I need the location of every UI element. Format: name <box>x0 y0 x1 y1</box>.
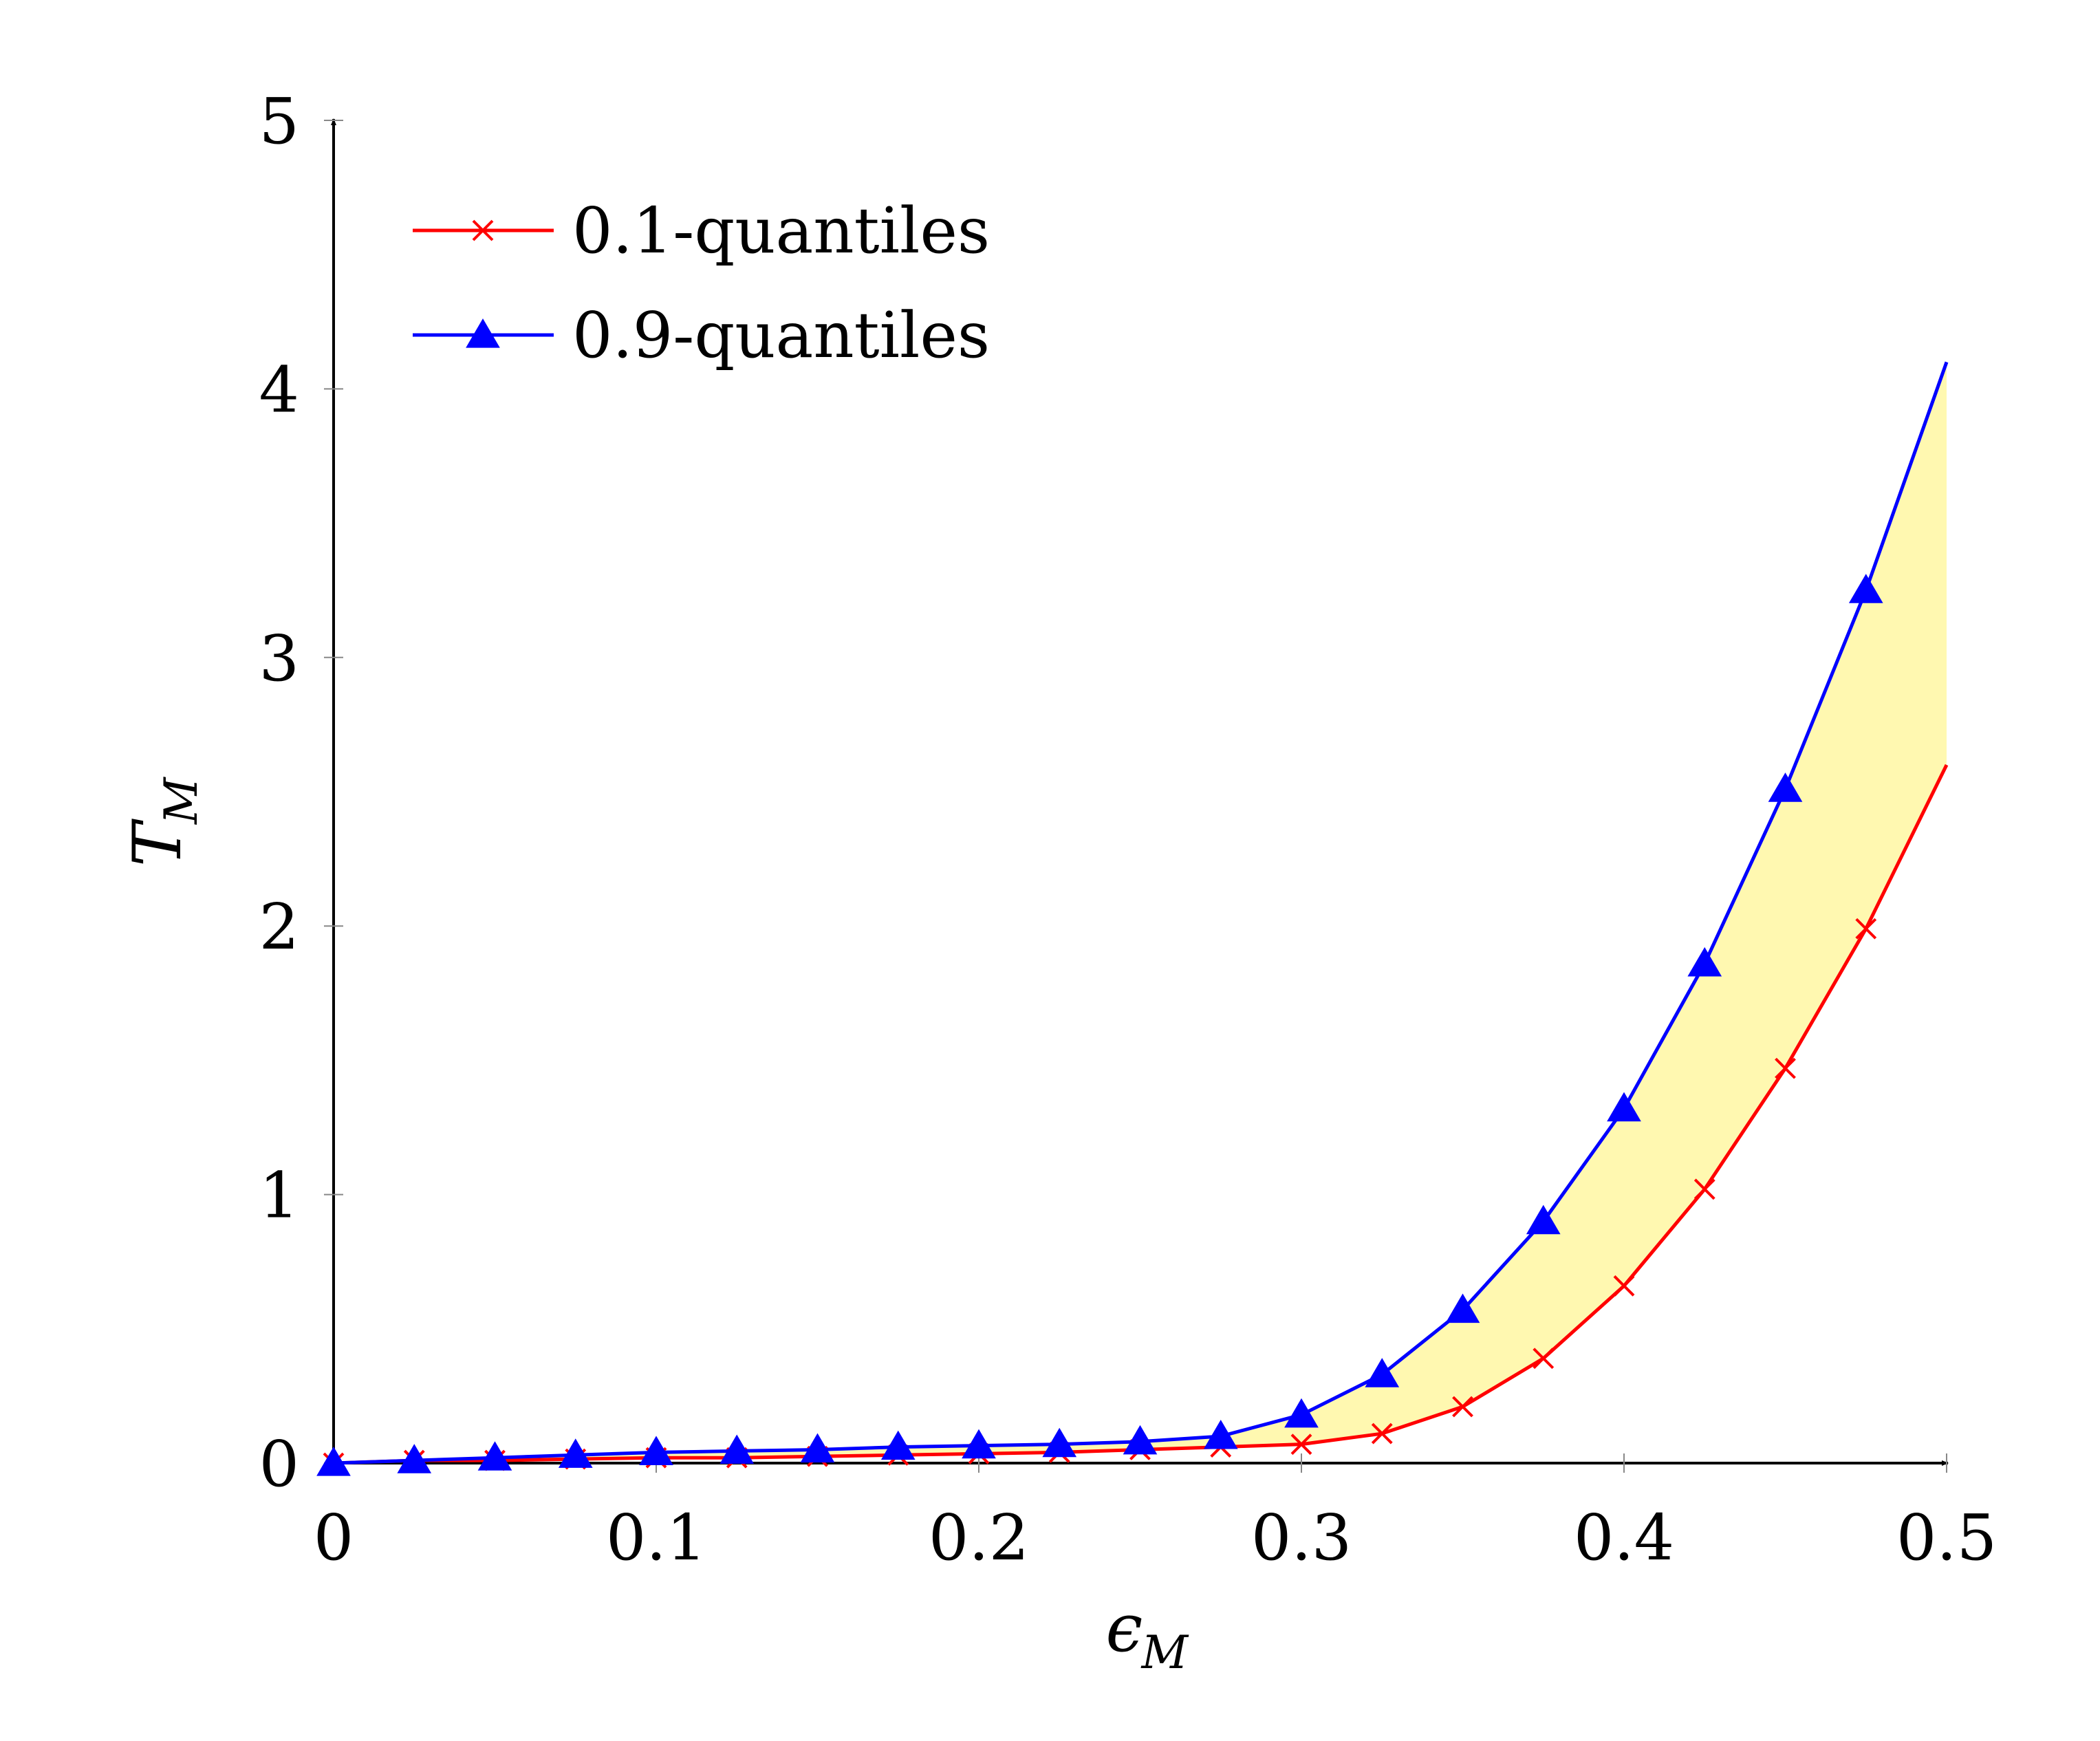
y-tick-label: 0 <box>259 1427 299 1501</box>
x-tick-label: 0.3 <box>1251 1501 1352 1575</box>
data-point <box>1371 1423 1393 1445</box>
y-axis-title-group: TM <box>119 777 208 867</box>
y-axis-title-subscript: M <box>155 777 208 825</box>
data-point <box>477 1441 512 1471</box>
data-point <box>1533 1348 1555 1370</box>
x-marker-stroke <box>1533 1348 1555 1370</box>
tick-labels: 0 0.1 0.2 0.3 0.4 0.5 0 1 2 3 4 5 <box>259 85 1997 1575</box>
legend-label: 0.1-quantiles <box>572 194 990 268</box>
data-point <box>1123 1425 1158 1455</box>
legend-entry: 0.1-quantiles <box>413 194 990 268</box>
y-tick-label: 4 <box>259 353 299 426</box>
x-axis-title-subscript: M <box>1141 1626 1189 1679</box>
x-tick-label: 0.4 <box>1574 1501 1674 1575</box>
data-point <box>1693 1178 1715 1200</box>
data-point <box>397 1444 432 1473</box>
data-point <box>1687 947 1722 977</box>
axes <box>324 118 1949 1473</box>
y-tick-label: 1 <box>259 1159 299 1233</box>
data-point <box>1452 1396 1473 1418</box>
x-marker-stroke <box>1290 1434 1312 1456</box>
y-tick-label: 5 <box>259 85 299 158</box>
data-point <box>1607 1092 1641 1122</box>
x-tick-label: 0.2 <box>929 1501 1029 1575</box>
x-tick-label: 0 <box>314 1501 354 1575</box>
x-marker-stroke <box>1693 1178 1715 1200</box>
series-0.9-quantiles <box>316 361 1949 1476</box>
data-point <box>719 1434 755 1464</box>
series-layer <box>316 361 1949 1476</box>
legend: 0.1-quantiles 0.9-quantiles <box>413 194 990 372</box>
data-point <box>1284 1398 1319 1428</box>
quantile-band-fill <box>334 362 1947 1463</box>
x-marker-stroke <box>1855 918 1877 940</box>
y-axis-title: T <box>119 819 196 867</box>
y-tick-label: 3 <box>259 622 299 695</box>
series-line <box>333 361 1949 1465</box>
data-point <box>1855 918 1877 940</box>
x-tick-label: 0.5 <box>1896 1501 1997 1575</box>
x-marker-stroke <box>472 219 494 241</box>
data-point <box>1365 1358 1400 1387</box>
x-marker-stroke <box>1613 1275 1635 1297</box>
data-point <box>639 1436 673 1465</box>
x-marker-stroke <box>1452 1396 1473 1418</box>
data-point <box>1042 1427 1077 1458</box>
x-axis-title: ϵ <box>1106 1590 1143 1667</box>
data-point <box>800 1433 835 1463</box>
data-point <box>316 1447 351 1476</box>
x-marker-stroke <box>1775 1057 1796 1079</box>
legend-x-marker <box>472 219 494 241</box>
legend-triangle-marker <box>466 318 500 348</box>
y-tick-label: 2 <box>259 890 299 964</box>
legend-entry: 0.9-quantiles <box>413 299 990 372</box>
data-point <box>962 1429 996 1459</box>
data-point <box>1768 772 1803 802</box>
data-point <box>1775 1057 1796 1079</box>
data-point <box>1613 1275 1635 1297</box>
legend-label: 0.9-quantiles <box>572 299 990 372</box>
data-point <box>1526 1204 1561 1235</box>
quantile-band-layer <box>334 362 1947 1463</box>
data-point <box>1848 574 1883 603</box>
data-point <box>1445 1293 1480 1323</box>
data-point <box>880 1430 916 1460</box>
x-marker-stroke <box>1371 1423 1393 1445</box>
data-point <box>1290 1434 1312 1456</box>
data-point <box>558 1438 593 1468</box>
x-tick-label: 0.1 <box>606 1501 706 1575</box>
data-point <box>1203 1419 1238 1449</box>
